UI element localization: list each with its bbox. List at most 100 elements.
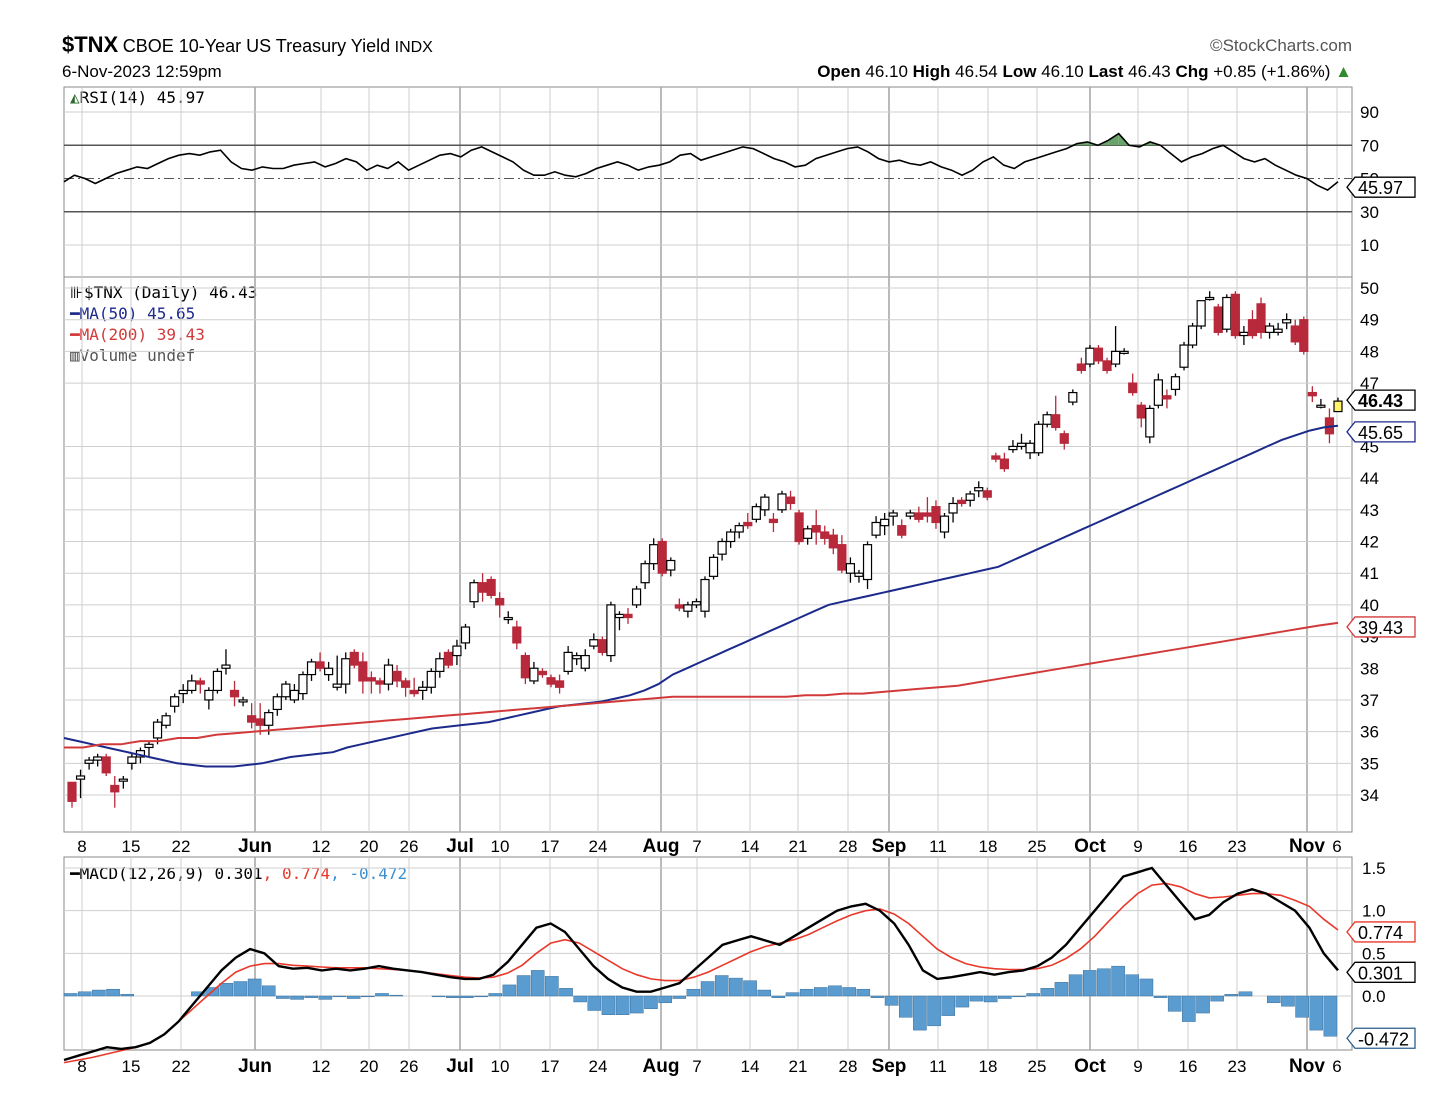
rsi-tag-box	[1346, 176, 1416, 198]
macd-hist-bar	[1295, 995, 1309, 1018]
legend-volume: ▥Volume undef	[70, 346, 196, 365]
candle	[820, 531, 830, 539]
macd-hist-bar	[1182, 995, 1196, 1022]
rsi-tick-label: 10	[1360, 236, 1379, 255]
candle	[161, 715, 171, 726]
x-tick-label: Nov	[1289, 836, 1325, 857]
macd-hist-bar	[1082, 970, 1097, 997]
macd-hist-bar	[332, 995, 347, 998]
candle	[1205, 296, 1215, 301]
x-tick-label: Jul	[446, 836, 473, 857]
candle	[537, 670, 548, 676]
candle	[623, 613, 633, 619]
candle	[828, 534, 838, 549]
macd-hist-bar	[191, 991, 205, 997]
candle	[691, 601, 702, 606]
macd-tick-label: 0.0	[1362, 987, 1386, 1006]
x-tick-label: Sep	[872, 836, 907, 857]
candle	[888, 512, 898, 517]
macd-hist-bar	[233, 981, 248, 997]
datetime: 6-Nov-2023 12:59pm	[62, 62, 222, 81]
macd-hist-bar	[92, 989, 106, 997]
x-tick-label: Aug	[643, 1056, 680, 1077]
macd-hist-bar	[955, 995, 970, 1008]
symbol: $TNX	[62, 32, 119, 57]
candle	[1299, 319, 1309, 352]
macd-hist-bar	[276, 995, 290, 999]
candle	[606, 604, 616, 657]
candle	[1273, 328, 1283, 333]
candle	[862, 544, 873, 581]
candle	[982, 490, 992, 498]
x-tick-label: 23	[1228, 837, 1247, 856]
macd-hist-bar	[460, 995, 474, 998]
candle	[614, 613, 625, 619]
y-tick-label: 34	[1360, 786, 1379, 805]
candle	[717, 540, 727, 555]
macd-hist-bar	[106, 988, 120, 997]
candle	[204, 689, 214, 701]
candle	[640, 563, 650, 584]
macd-hist-bar	[1026, 993, 1040, 997]
ma200-tag-box	[1346, 616, 1416, 638]
x-tick-label: 24	[589, 1057, 608, 1076]
x-tick-label: 16	[1179, 837, 1198, 856]
panel-frame-rsi	[63, 86, 1353, 278]
candle	[897, 525, 907, 536]
macd-hist-bar	[431, 995, 446, 998]
x-tick-label: 11	[929, 1057, 947, 1076]
macd-hist-tag-box	[1346, 1027, 1416, 1049]
x-tick-label: 18	[979, 1057, 998, 1076]
macd-signal-label: , 0.774	[262, 864, 331, 883]
candle	[931, 506, 941, 524]
candle	[1016, 442, 1027, 448]
candle	[503, 616, 513, 621]
candle	[460, 626, 471, 644]
rsi-tick-label: 30	[1360, 203, 1379, 222]
rsi-overbought-fill	[1108, 133, 1119, 146]
macd-hist-bar	[644, 995, 658, 1010]
macd-hist-bar	[1111, 965, 1125, 997]
x-tick-label: 17	[541, 1057, 560, 1076]
macd-hist-bar	[1196, 995, 1210, 1014]
macd-hist-bar	[998, 995, 1012, 999]
macd-hist-bar	[474, 995, 488, 998]
chg-value: +0.85 (+1.86%)	[1213, 62, 1331, 81]
macd-hist-bar	[261, 985, 276, 997]
macd-hist-bar	[1068, 974, 1083, 997]
candle	[726, 531, 736, 543]
macd-hist-bar	[1167, 995, 1182, 1012]
y-tick-label: 43	[1360, 501, 1379, 520]
candle	[212, 670, 223, 692]
ma200-line	[64, 621, 1339, 749]
candle	[1136, 404, 1146, 419]
candle	[84, 759, 94, 764]
x-tick-label: 6	[1332, 1057, 1341, 1076]
macd-hist-bar	[530, 970, 545, 997]
candle	[469, 582, 479, 603]
y-tick-label: 49	[1360, 311, 1379, 330]
candle	[358, 661, 368, 682]
macd-hist-bar	[785, 992, 800, 997]
x-tick-label: 25	[1028, 837, 1047, 856]
rsi-overbought-fill	[1139, 141, 1151, 146]
candle	[1213, 306, 1223, 333]
candle	[649, 544, 659, 565]
y-tick-label: 35	[1360, 754, 1379, 773]
macd-hist-bar	[120, 994, 134, 997]
candle	[1307, 391, 1317, 397]
ma50-line	[63, 424, 1339, 768]
candle	[631, 588, 642, 606]
candle	[1153, 379, 1163, 406]
candle	[751, 506, 761, 520]
macd-hist-bar	[771, 995, 786, 998]
candle	[1093, 347, 1104, 362]
macd-hist-bar	[63, 993, 78, 997]
candle	[178, 689, 188, 695]
candle	[580, 654, 590, 669]
x-tick-label: Aug	[643, 836, 680, 857]
candle	[238, 699, 248, 703]
macd-hist-bar	[304, 995, 318, 998]
candle	[1085, 347, 1095, 365]
